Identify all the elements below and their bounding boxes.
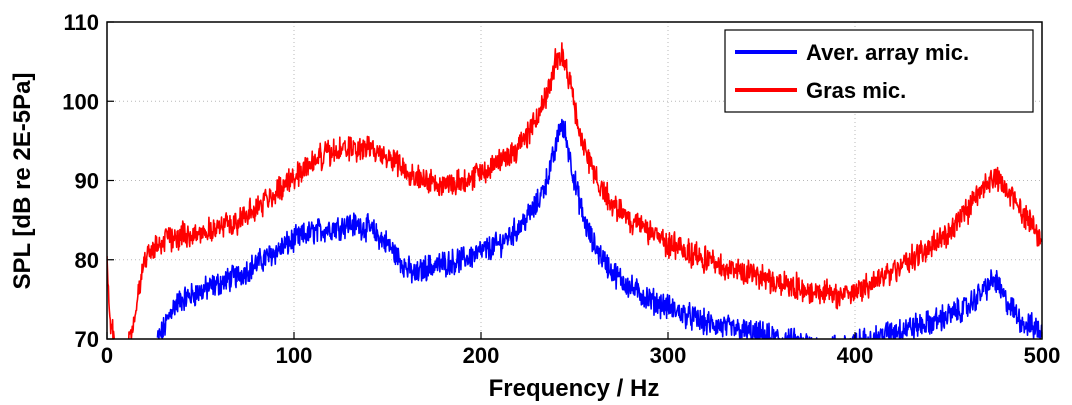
- legend-label-aver-array-mic: Aver. array mic.: [806, 40, 969, 65]
- series-line-gras-mic: [107, 42, 1042, 339]
- x-tick-label: 300: [650, 343, 687, 368]
- y-tick-label: 70: [75, 327, 99, 352]
- series-layer: [107, 42, 1042, 339]
- tick-layer: 0 100 200 300 400 500 70 80 90 100 110: [62, 10, 1060, 368]
- y-axis-title: SPL [dB re 2E-5Pa]: [9, 73, 36, 290]
- x-tick-label: 500: [1024, 343, 1061, 368]
- y-tick-label: 90: [75, 169, 99, 194]
- y-tick-label: 100: [62, 89, 99, 114]
- x-tick-label: 0: [101, 343, 113, 368]
- y-tick-label: 110: [64, 10, 100, 35]
- y-tick-label: 80: [75, 248, 99, 273]
- legend-label-gras-mic: Gras mic.: [806, 78, 906, 103]
- legend-box: [724, 29, 1034, 113]
- legend: Aver. array mic. Gras mic.: [724, 29, 1034, 113]
- x-tick-label: 100: [276, 343, 313, 368]
- x-axis-title: Frequency / Hz: [489, 375, 660, 402]
- x-tick-label: 400: [837, 343, 874, 368]
- x-tick-label: 200: [463, 343, 500, 368]
- series-line-aver-array-mic: [156, 118, 1042, 339]
